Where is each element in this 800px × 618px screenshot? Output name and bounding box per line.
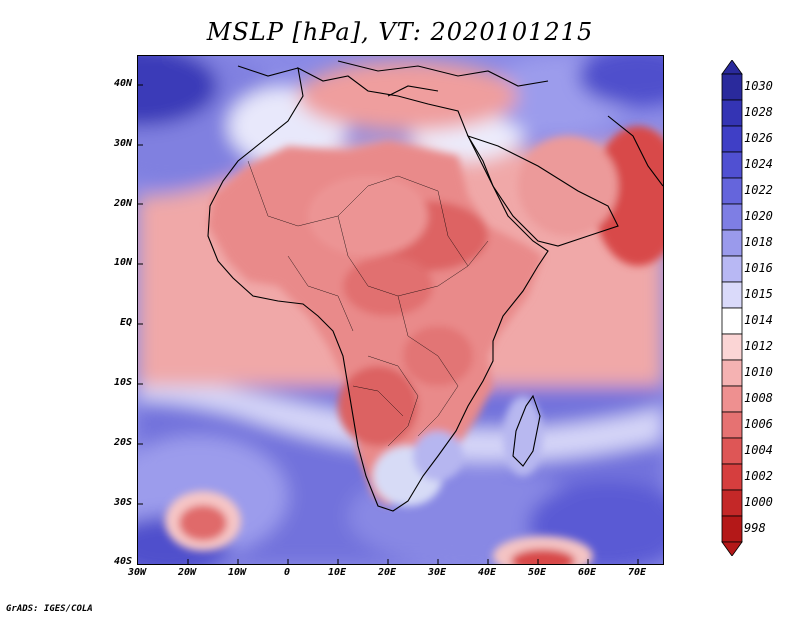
colorbar-swatch xyxy=(721,99,743,127)
colorbar-level-label: 1000 xyxy=(744,495,773,509)
colorbar-swatch xyxy=(721,463,743,491)
colorbar-swatch xyxy=(721,125,743,153)
colorbar-swatch xyxy=(721,73,743,101)
lon-label: 10E xyxy=(327,567,347,578)
lat-label: 10N xyxy=(113,257,132,269)
colorbar-swatch xyxy=(721,255,743,283)
coastlines xyxy=(207,60,663,512)
colorbar-swatch xyxy=(721,359,743,387)
lon-label: 10W xyxy=(227,567,247,578)
lon-label: 50E xyxy=(527,567,547,578)
colorbar-level-label: 1022 xyxy=(744,183,773,197)
lat-label: 10S xyxy=(113,377,132,388)
colorbar-swatch xyxy=(721,437,743,465)
colorbar-level-label: 1016 xyxy=(744,261,773,275)
colorbar-level-label: 1010 xyxy=(744,365,773,379)
colorbar-level-label: 1008 xyxy=(744,391,773,405)
lon-label: 60E xyxy=(577,567,597,578)
lat-label: 30S xyxy=(113,496,132,508)
colorbar xyxy=(721,60,743,556)
lat-label: EQ xyxy=(119,317,132,329)
colorbar-level-label: 1020 xyxy=(744,209,773,223)
lat-label: 20S xyxy=(113,436,132,448)
country-borders xyxy=(247,160,489,447)
colorbar-swatch xyxy=(721,333,743,361)
cutoff-lows xyxy=(165,491,593,564)
lat-label: 20N xyxy=(113,197,132,209)
lon-label: 0 xyxy=(283,567,291,578)
colorbar-level-label: 1006 xyxy=(744,417,773,431)
colorbar-level-label: 1018 xyxy=(744,235,773,249)
lat-label: 30N xyxy=(113,137,132,149)
lat-label: 40S xyxy=(113,556,132,568)
lon-label: 20W xyxy=(177,567,197,578)
colorbar-level-label: 1015 xyxy=(744,287,773,301)
lat-label: 40N xyxy=(113,78,132,89)
lon-label: 20E xyxy=(377,567,397,578)
lon-label: 30W xyxy=(127,567,147,578)
colorbar-level-label: 1026 xyxy=(744,131,773,145)
colorbar-top-arrow xyxy=(721,60,743,75)
colorbar-swatch xyxy=(721,385,743,413)
map-title: MSLP [hPa], VT: 2020101215 xyxy=(206,18,594,46)
colorbar-level-label: 1030 xyxy=(744,79,773,93)
colorbar-level-label: 1028 xyxy=(744,105,773,119)
colorbar-level-label: 1014 xyxy=(744,313,773,327)
colorbar-swatch xyxy=(721,515,743,543)
graticule-ticks xyxy=(138,84,639,564)
colorbar-swatch xyxy=(721,307,743,335)
lon-label: 40E xyxy=(477,567,497,578)
colorbar-level-label: 1012 xyxy=(744,339,773,353)
colorbar-swatch xyxy=(721,229,743,257)
colorbar-swatch xyxy=(721,203,743,231)
colorbar-bottom-arrow xyxy=(721,541,743,556)
colorbar-swatch xyxy=(721,411,743,439)
lon-label: 70E xyxy=(627,567,647,578)
colorbar-swatch xyxy=(721,281,743,309)
colorbar-swatch xyxy=(721,177,743,205)
colorbar-level-label: 1004 xyxy=(744,443,773,457)
colorbar-swatch xyxy=(721,151,743,179)
credit-text: GrADS: IGES/COLA xyxy=(6,604,93,614)
pressure-field-map xyxy=(138,56,663,564)
lon-label: 30E xyxy=(427,567,447,578)
colorbar-swatch xyxy=(721,489,743,517)
colorbar-level-label: 1002 xyxy=(744,469,773,483)
colorbar-level-label: 1024 xyxy=(744,157,773,171)
map-panel xyxy=(137,55,664,565)
colorbar-level-label: 998 xyxy=(744,521,766,535)
